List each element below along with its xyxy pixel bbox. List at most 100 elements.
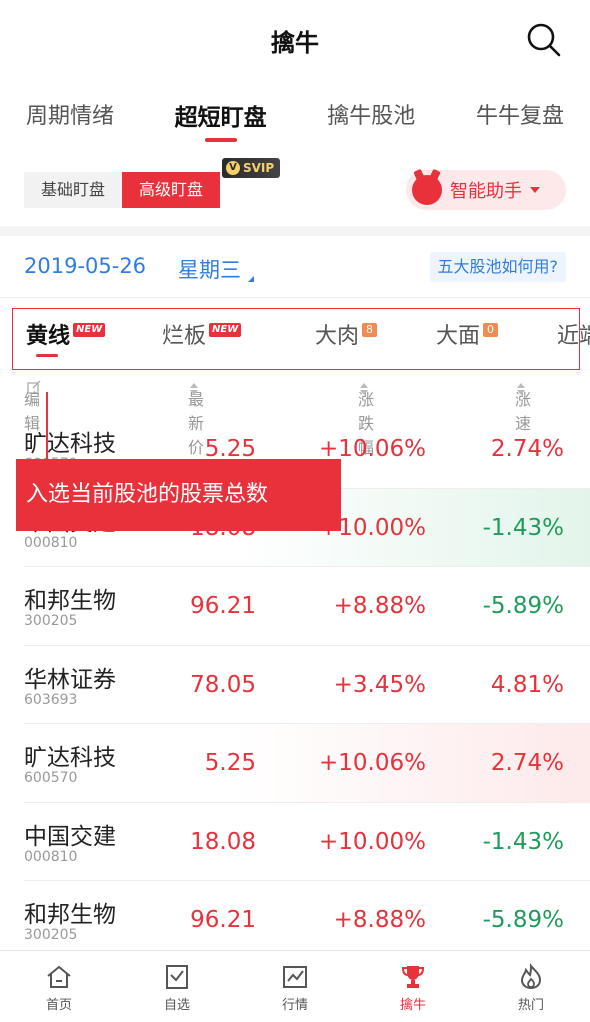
price-column-header[interactable]: 最新价 xyxy=(188,378,204,457)
stock-change: +10.00% xyxy=(319,828,426,855)
stock-price: 96.21 xyxy=(190,907,256,933)
count-badge: 8 xyxy=(362,323,378,337)
tab-bull-pool[interactable]: 擒牛股池 xyxy=(327,104,416,129)
speed-column-header[interactable]: 涨速 xyxy=(515,378,531,433)
pool-tab-label: 烂板 xyxy=(162,324,207,349)
tabbar-hot[interactable]: 热门 xyxy=(472,951,590,1022)
sort-icon xyxy=(517,382,525,395)
stock-name: 旷达科技 xyxy=(24,431,116,457)
stock-price: 5.25 xyxy=(204,436,256,462)
watchlist-icon xyxy=(166,965,188,989)
pool-tab-yellow-line[interactable]: 黄线 NEW xyxy=(26,318,106,350)
svip-label: SVIP xyxy=(243,161,275,175)
home-icon xyxy=(47,965,71,988)
stock-speed: -1.43% xyxy=(482,514,564,541)
pool-tab-bar: 黄线 NEW 烂板 NEW 大肉 8 大面 0 近端 xyxy=(0,298,590,370)
mode-segmented-control: 基础盯盘 高级盯盘 xyxy=(24,172,221,208)
caret-down-icon xyxy=(530,187,540,193)
tabbar-home[interactable]: 首页 xyxy=(0,951,118,1022)
pool-tabs-highlight-frame xyxy=(12,308,580,370)
advanced-monitor-button[interactable]: 高级盯盘 xyxy=(122,172,221,208)
stock-name: 华林证券 xyxy=(24,666,116,693)
tabbar-qinniu[interactable]: 擒牛 xyxy=(354,951,472,1022)
stock-change: +8.88% xyxy=(333,593,426,619)
date-row: 2019-05-26 星期三 五大股池如何用? xyxy=(0,236,590,298)
stock-code: 600570 xyxy=(24,770,78,786)
edit-icon xyxy=(27,380,41,394)
page-title: 擒牛 xyxy=(271,28,319,57)
stock-count-tooltip: 入选当前股池的股票总数 xyxy=(16,459,341,531)
stock-code: 000810 xyxy=(24,848,78,865)
stock-price: 5.25 xyxy=(204,750,256,776)
pool-tab-recent[interactable]: 近端 xyxy=(557,318,590,350)
top-tab-bar: 周期情绪 超短盯盘 擒牛股池 牛牛复盘 xyxy=(0,80,590,146)
tooltip-pointer-line xyxy=(46,392,48,459)
tab-cycle-sentiment[interactable]: 周期情绪 xyxy=(26,104,115,129)
stock-price: 96.21 xyxy=(190,593,256,619)
stock-price: 18.08 xyxy=(190,828,256,855)
pool-tab-label: 大面 xyxy=(436,324,481,349)
tab-bull-review[interactable]: 牛牛复盘 xyxy=(475,104,564,129)
section-divider xyxy=(0,226,590,236)
assistant-label: 智能助手 xyxy=(450,181,522,202)
svip-v-icon: V xyxy=(226,161,240,175)
edit-column-header[interactable]: 编辑 xyxy=(24,378,41,433)
mode-row: 基础盯盘 高级盯盘 xyxy=(0,146,590,226)
stock-change: +8.88% xyxy=(333,907,426,933)
stock-change: +10.06% xyxy=(319,750,426,776)
table-row[interactable]: 和邦生物 300205 96.21 +8.88% -5.89% xyxy=(0,567,590,646)
stock-speed: -5.89% xyxy=(482,593,564,619)
stock-price: 78.05 xyxy=(190,671,256,698)
weekday-label[interactable]: 星期三 xyxy=(178,258,241,282)
tabbar-watchlist[interactable]: 自选 xyxy=(118,951,236,1022)
smart-assistant-button[interactable]: 智能助手 xyxy=(406,170,566,210)
stock-speed: 2.74% xyxy=(490,436,564,462)
stock-name: 和邦生物 xyxy=(24,588,116,614)
tabbar-label: 行情 xyxy=(281,998,308,1013)
tabbar-label: 擒牛 xyxy=(399,998,426,1013)
stock-speed: 4.81% xyxy=(490,671,564,698)
stock-code: 300205 xyxy=(24,613,78,629)
table-header: 编辑 最新价 涨跌幅 涨速 xyxy=(0,370,590,457)
pool-tab-broken-board[interactable]: 烂板 NEW xyxy=(162,318,242,350)
search-icon[interactable] xyxy=(526,22,562,58)
bottom-tab-bar: 首页 自选 行情 擒牛 热门 xyxy=(0,950,590,1022)
new-badge: NEW xyxy=(73,323,106,337)
pool-tab-big-gain[interactable]: 大肉 8 xyxy=(315,318,378,350)
tab-short-term-monitor[interactable]: 超短盯盘 xyxy=(175,98,267,142)
bull-mascot-icon xyxy=(412,175,442,205)
basic-monitor-button[interactable]: 基础盯盘 xyxy=(24,172,123,208)
pool-tab-big-loss[interactable]: 大面 0 xyxy=(436,318,499,350)
pool-tab-label: 近端 xyxy=(557,324,590,349)
stock-change: +10.06% xyxy=(319,436,426,462)
svip-badge: V SVIP xyxy=(222,158,281,178)
date-picker[interactable]: 2019-05-26 xyxy=(24,254,147,278)
tabbar-label: 自选 xyxy=(163,998,190,1013)
tabbar-label: 首页 xyxy=(45,998,72,1013)
stock-change: +3.45% xyxy=(333,671,426,698)
active-tab-indicator xyxy=(36,354,58,357)
stock-code: 000810 xyxy=(24,534,78,551)
flame-icon xyxy=(520,963,542,990)
stock-speed: -1.43% xyxy=(482,828,564,855)
stock-speed: 2.74% xyxy=(490,750,564,776)
trophy-icon xyxy=(401,966,425,988)
stock-name: 和邦生物 xyxy=(24,902,116,928)
market-chart-icon xyxy=(283,966,307,988)
stock-name: 中国交建 xyxy=(24,823,116,850)
table-row[interactable]: 和邦生物 300205 96.21 +8.88% -5.89% xyxy=(0,881,590,960)
dropdown-corner-icon xyxy=(248,276,254,282)
stock-code: 300205 xyxy=(24,927,78,943)
tabbar-label: 热门 xyxy=(517,998,544,1013)
change-column-header[interactable]: 涨跌幅 xyxy=(358,378,374,457)
table-row[interactable]: 华林证券 603693 78.05 +3.45% 4.81% xyxy=(0,646,590,725)
count-badge: 0 xyxy=(483,323,499,337)
pool-tab-label: 大肉 xyxy=(315,324,360,349)
pool-help-link[interactable]: 五大股池如何用? xyxy=(429,252,566,282)
stock-name: 旷达科技 xyxy=(24,745,116,771)
tabbar-market[interactable]: 行情 xyxy=(236,951,354,1022)
sort-icon xyxy=(190,382,198,395)
stock-code: 603693 xyxy=(24,691,78,708)
